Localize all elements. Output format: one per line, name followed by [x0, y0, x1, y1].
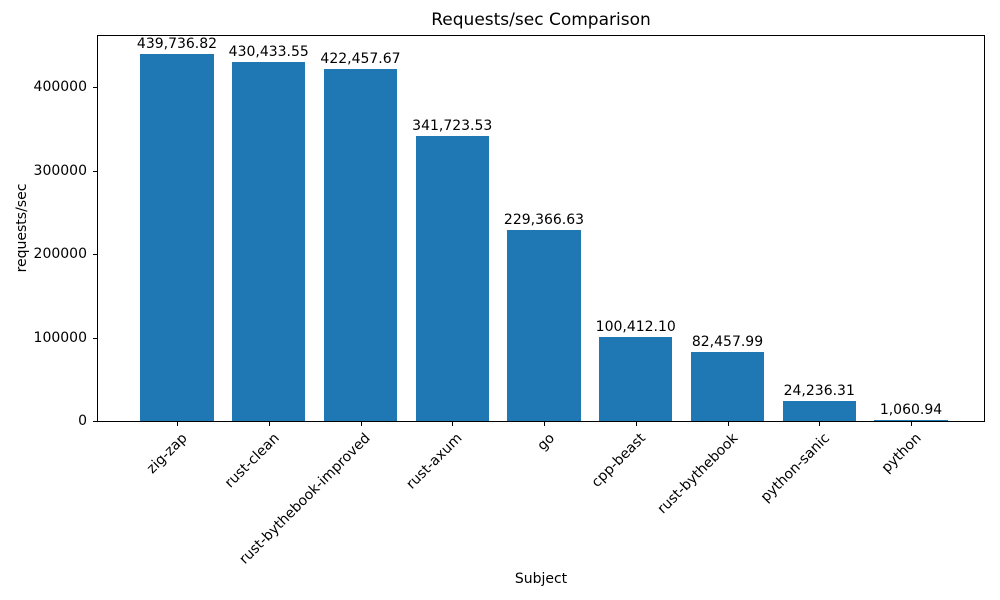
x-tick-label-cpp-beast: cpp-beast	[588, 430, 650, 491]
plot-area	[97, 35, 985, 422]
y-tick-label: 0	[78, 413, 87, 429]
x-tick-label-python-sanic: python-sanic	[757, 430, 833, 506]
bar-zig-zap	[140, 54, 214, 421]
x-tick-mark	[452, 422, 454, 426]
bar-rust-bythebook-improved	[323, 68, 398, 421]
x-tick-label-zig-zap: zig-zap	[143, 430, 191, 477]
x-tick-mark	[727, 422, 729, 426]
bar-value-label: 422,457.67	[320, 50, 401, 67]
bar-rust-clean	[232, 62, 306, 421]
x-tick-mark	[911, 422, 912, 426]
x-tick-mark	[635, 422, 637, 426]
y-tick-mark	[93, 421, 97, 422]
x-tick-label-go: go	[533, 430, 558, 454]
chart-title: Requests/sec Comparison	[431, 10, 651, 30]
x-tick-mark	[544, 422, 545, 426]
bar-value-label: 1,060.94	[879, 402, 943, 419]
bar-python	[874, 420, 948, 421]
bar-rust-axum	[415, 136, 489, 421]
bar-value-label: 24,236.31	[783, 382, 855, 399]
y-tick-label: 100000	[33, 329, 87, 346]
x-tick-mark	[360, 422, 362, 426]
x-tick-label-python: python	[878, 430, 925, 477]
bar-value-label: 439,736.82	[136, 36, 218, 53]
y-tick-mark	[93, 254, 97, 256]
y-tick-mark	[93, 170, 97, 172]
y-tick-mark	[93, 337, 97, 339]
bar-python-sanic	[782, 400, 856, 421]
x-tick-label-rust-bythebook: rust-bythebook	[654, 430, 742, 518]
x-tick-mark	[177, 422, 178, 426]
y-tick-label: 300000	[33, 162, 87, 179]
bar-value-label: 229,366.63	[503, 211, 585, 228]
bar-rust-bythebook	[690, 352, 765, 421]
bar-value-label: 82,457.99	[691, 334, 764, 351]
bar-cpp-beast	[599, 337, 673, 421]
bar-go	[507, 229, 581, 421]
y-tick-label: 400000	[33, 79, 87, 96]
x-axis-label: Subject	[514, 571, 568, 587]
x-tick-mark	[819, 422, 821, 426]
y-tick-label: 200000	[33, 246, 87, 263]
bar-value-label: 341,723.53	[412, 118, 493, 135]
y-tick-mark	[93, 87, 97, 89]
x-tick-mark	[268, 422, 270, 426]
x-tick-label-rust-axum: rust-axum	[403, 430, 466, 493]
bar-value-label: 100,412.10	[595, 319, 676, 336]
bar-value-label: 430,433.55	[228, 44, 309, 61]
x-tick-label-rust-clean: rust-clean	[221, 430, 283, 492]
